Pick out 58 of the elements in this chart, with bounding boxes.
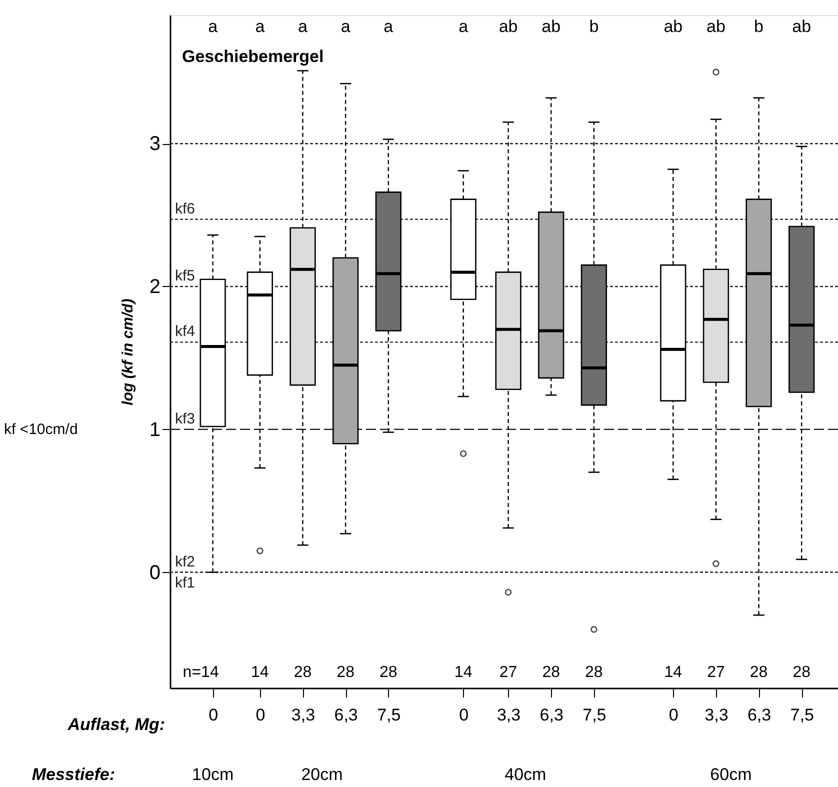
annotation: 14: [251, 664, 269, 681]
annotation: 28: [294, 664, 312, 681]
annotation: n=14: [182, 664, 219, 681]
text: kf <10cm/d: [4, 421, 78, 438]
annotation: a: [458, 17, 469, 36]
ref-line-label: kf6: [175, 200, 196, 218]
annotation: ab: [542, 17, 561, 36]
x-tick-label: 3,3: [496, 706, 521, 724]
annotation: 28: [792, 664, 811, 681]
text: Auflast, Mg:: [66, 715, 165, 734]
x-tick-label: 6,3: [334, 706, 358, 724]
annotation: a: [384, 17, 394, 36]
text: 20cm: [301, 765, 343, 784]
annotation: 28: [379, 664, 398, 681]
x-tick-label: 0: [459, 706, 469, 724]
annotation: a: [255, 17, 266, 36]
annotation: 28: [750, 664, 768, 681]
annotation: ab: [498, 17, 518, 36]
annotation: 27: [499, 664, 518, 681]
annotation: 14: [664, 664, 682, 681]
ref-line-label: kf3: [175, 410, 196, 428]
x-tick-label: 0: [208, 706, 218, 724]
annotation: 14: [454, 664, 472, 681]
x-tick-label: 6,3: [747, 706, 772, 724]
ref-line-label: kf2: [175, 553, 196, 570]
annotation: 28: [542, 664, 560, 681]
annotation: ab: [706, 17, 726, 36]
y-tick-label: 0: [149, 562, 160, 584]
y-tick-label: 1: [149, 418, 160, 441]
annotation: kf1: [175, 574, 196, 592]
annotation: a: [298, 17, 308, 36]
x-tick-label: 7,5: [582, 706, 606, 724]
y-tick-label: 3: [149, 133, 160, 156]
x-tick-label: 7,5: [790, 706, 814, 724]
x-tick-label: 3,3: [704, 706, 728, 724]
x-tick-label: 0: [668, 706, 678, 724]
annotation: ab: [792, 17, 812, 36]
text: 60cm: [710, 765, 752, 784]
y-tick-label: 2: [149, 276, 160, 298]
annotation: b: [589, 17, 599, 36]
x-tick-label: 7,5: [377, 706, 401, 724]
annotation: 28: [585, 664, 603, 681]
annotation: b: [754, 17, 764, 36]
text: Messtiefe:: [32, 765, 115, 784]
x-tick-label: 6,3: [540, 706, 564, 724]
text: 10cm: [192, 765, 234, 784]
ref-line-label: kf4: [175, 323, 196, 340]
text: 40cm: [504, 765, 546, 784]
annotation: 27: [707, 664, 725, 681]
annotation: a: [208, 17, 218, 36]
annotation: 28: [336, 664, 355, 681]
x-tick-label: 3,3: [291, 706, 316, 724]
text: Geschiebemergel: [182, 47, 324, 66]
x-tick-label: 0: [256, 706, 266, 724]
annotation: ab: [664, 17, 683, 36]
y-axis-title: log (kf in cm/d): [119, 298, 136, 406]
ref-line-label: kf5: [175, 267, 196, 284]
annotation: a: [340, 17, 351, 36]
